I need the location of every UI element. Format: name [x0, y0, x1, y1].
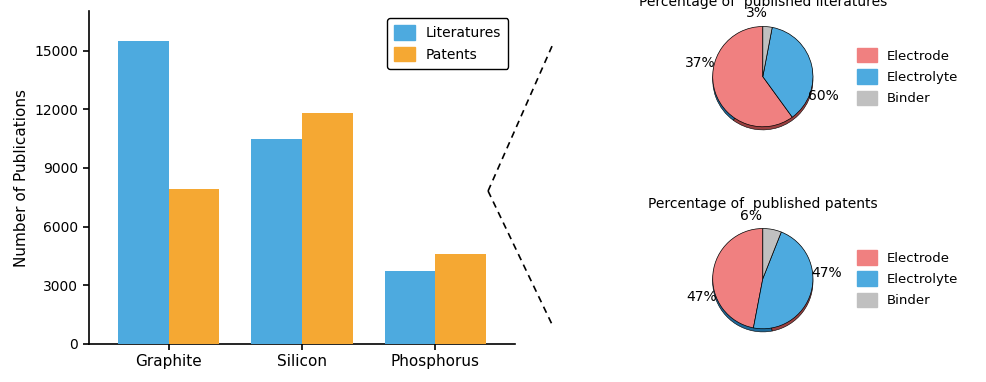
Bar: [385, 272, 436, 344]
Bar: [436, 254, 486, 344]
Wedge shape: [763, 228, 781, 278]
Wedge shape: [713, 26, 793, 127]
Bar: [169, 189, 220, 344]
Y-axis label: Number of Publications: Number of Publications: [14, 89, 29, 267]
Wedge shape: [763, 26, 772, 77]
Title: Percentage of  published patents: Percentage of published patents: [648, 197, 878, 211]
Wedge shape: [753, 232, 812, 329]
Legend: Electrode, Electrolyte, Binder: Electrode, Electrolyte, Binder: [853, 44, 962, 109]
Text: 47%: 47%: [686, 290, 717, 304]
Bar: [302, 113, 353, 344]
Legend: Literatures, Patents: Literatures, Patents: [387, 18, 509, 69]
Text: 60%: 60%: [809, 89, 839, 104]
Title: Percentage of  published literatures: Percentage of published literatures: [639, 0, 887, 9]
Wedge shape: [713, 228, 763, 328]
Wedge shape: [763, 231, 812, 331]
Text: 3%: 3%: [745, 6, 768, 20]
Wedge shape: [763, 28, 812, 117]
Wedge shape: [753, 30, 763, 80]
Wedge shape: [713, 31, 763, 120]
Text: 47%: 47%: [811, 265, 842, 280]
Wedge shape: [734, 30, 812, 130]
Legend: Electrode, Electrolyte, Binder: Electrode, Electrolyte, Binder: [853, 246, 962, 311]
Wedge shape: [744, 231, 763, 282]
Bar: [251, 139, 302, 344]
Wedge shape: [713, 235, 772, 332]
Text: 37%: 37%: [685, 56, 716, 70]
Bar: [118, 41, 169, 344]
Text: 6%: 6%: [740, 209, 762, 223]
